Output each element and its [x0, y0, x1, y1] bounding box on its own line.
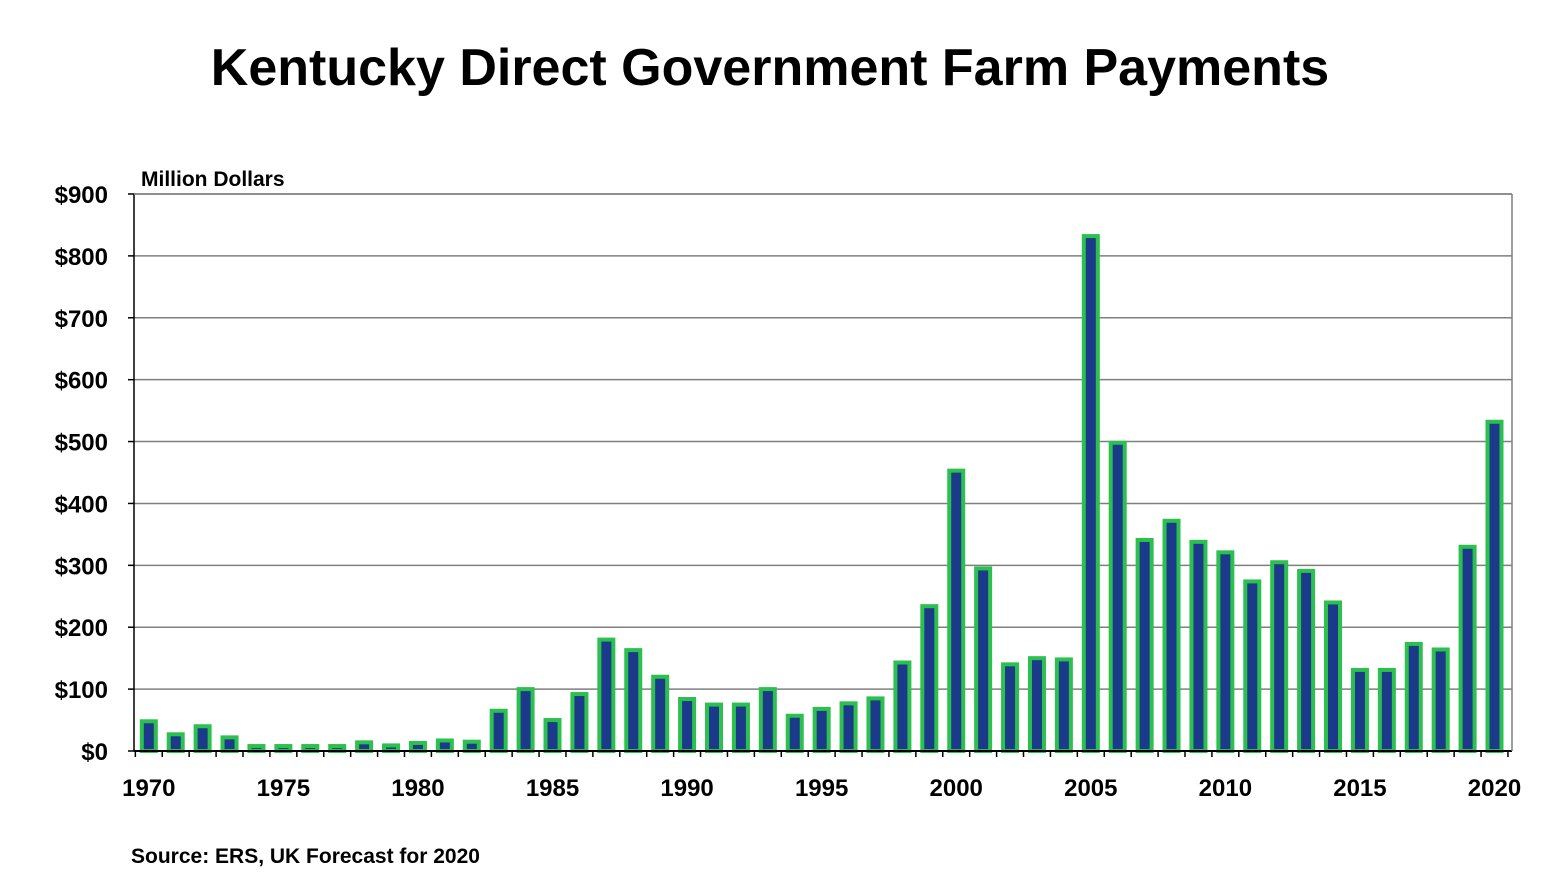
bar-1983 — [489, 708, 508, 753]
axes — [128, 193, 1513, 757]
bar-1999 — [920, 604, 939, 753]
bar-2018 — [1431, 647, 1450, 753]
y-tick-label: $600 — [55, 368, 108, 395]
x-tick-label: 1970 — [122, 775, 175, 802]
x-tick-label: 2020 — [1468, 775, 1521, 802]
bar-2003 — [1027, 656, 1046, 754]
bar-2001 — [974, 566, 993, 754]
bar-1973 — [220, 735, 239, 754]
bar-2002 — [1001, 662, 1020, 753]
bar-2011 — [1243, 579, 1262, 753]
bar-2004 — [1054, 657, 1073, 753]
y-tick-label: $100 — [55, 677, 108, 704]
x-tick-label: 1995 — [795, 775, 848, 802]
bar-1993 — [758, 687, 777, 753]
x-tick-label: 2015 — [1333, 775, 1386, 802]
bar-1986 — [570, 692, 589, 753]
bar-2014 — [1324, 600, 1343, 754]
bar-1984 — [516, 687, 535, 753]
y-tick-label: $200 — [55, 615, 108, 642]
bar-1988 — [624, 648, 643, 753]
bar-2015 — [1350, 667, 1369, 753]
x-tick-label: 2005 — [1064, 775, 1117, 802]
y-tick-label: $400 — [55, 491, 108, 518]
bar-1985 — [543, 718, 562, 753]
bar-2012 — [1270, 560, 1289, 753]
source-note: Source: ERS, UK Forecast for 2020 — [131, 845, 480, 868]
bar-2005 — [1081, 234, 1100, 753]
y-tick-label: $300 — [55, 553, 108, 580]
bar-1971 — [166, 732, 185, 753]
bar-1992 — [731, 702, 750, 753]
bar-1990 — [678, 697, 697, 753]
bar-1980 — [408, 740, 427, 754]
x-tick-label: 1990 — [660, 775, 713, 802]
bar-1987 — [597, 637, 616, 753]
bar-1989 — [651, 674, 670, 754]
bar-1981 — [435, 738, 454, 753]
bar-2016 — [1377, 667, 1396, 753]
x-tick-label: 1975 — [257, 775, 310, 802]
x-tick-label: 1980 — [391, 775, 444, 802]
bar-1998 — [893, 660, 912, 754]
bar-1972 — [193, 724, 212, 754]
bar-2008 — [1162, 518, 1181, 753]
bar-2013 — [1297, 568, 1316, 753]
bar-2000 — [947, 468, 966, 753]
bar-2019 — [1458, 544, 1477, 753]
bar-1996 — [839, 701, 858, 754]
y-tick-label: $900 — [55, 182, 108, 209]
bar-2006 — [1108, 440, 1127, 753]
bar-1991 — [704, 702, 723, 753]
x-tick-label: 1985 — [526, 775, 579, 802]
bar-1982 — [462, 739, 481, 754]
x-tick-label: 2000 — [930, 775, 983, 802]
y-unit-label: Million Dollars — [141, 168, 285, 191]
bars — [139, 234, 1504, 754]
bar-2020 — [1485, 419, 1504, 753]
bar-2017 — [1404, 641, 1423, 754]
x-tick-label: 2010 — [1199, 775, 1252, 802]
bar-1978 — [355, 740, 374, 754]
bar-1995 — [812, 706, 831, 753]
bar-1997 — [866, 696, 885, 754]
bar-2009 — [1189, 539, 1208, 753]
bar-2010 — [1216, 550, 1235, 753]
bar-1970 — [139, 719, 158, 754]
y-tick-label: $800 — [55, 244, 108, 271]
tick-labels: $0 $100 $200 $300 $400 $500 $600 $700 $800 $900 19… — [55, 182, 1522, 802]
chart-title: Kentucky Direct Government Farm Payments — [210, 39, 1330, 97]
y-tick-label: $700 — [55, 306, 108, 333]
bar-1994 — [785, 713, 804, 753]
y-tick-label: $500 — [55, 430, 108, 457]
y-tick-label: $0 — [81, 739, 108, 766]
bar-2007 — [1135, 537, 1154, 753]
